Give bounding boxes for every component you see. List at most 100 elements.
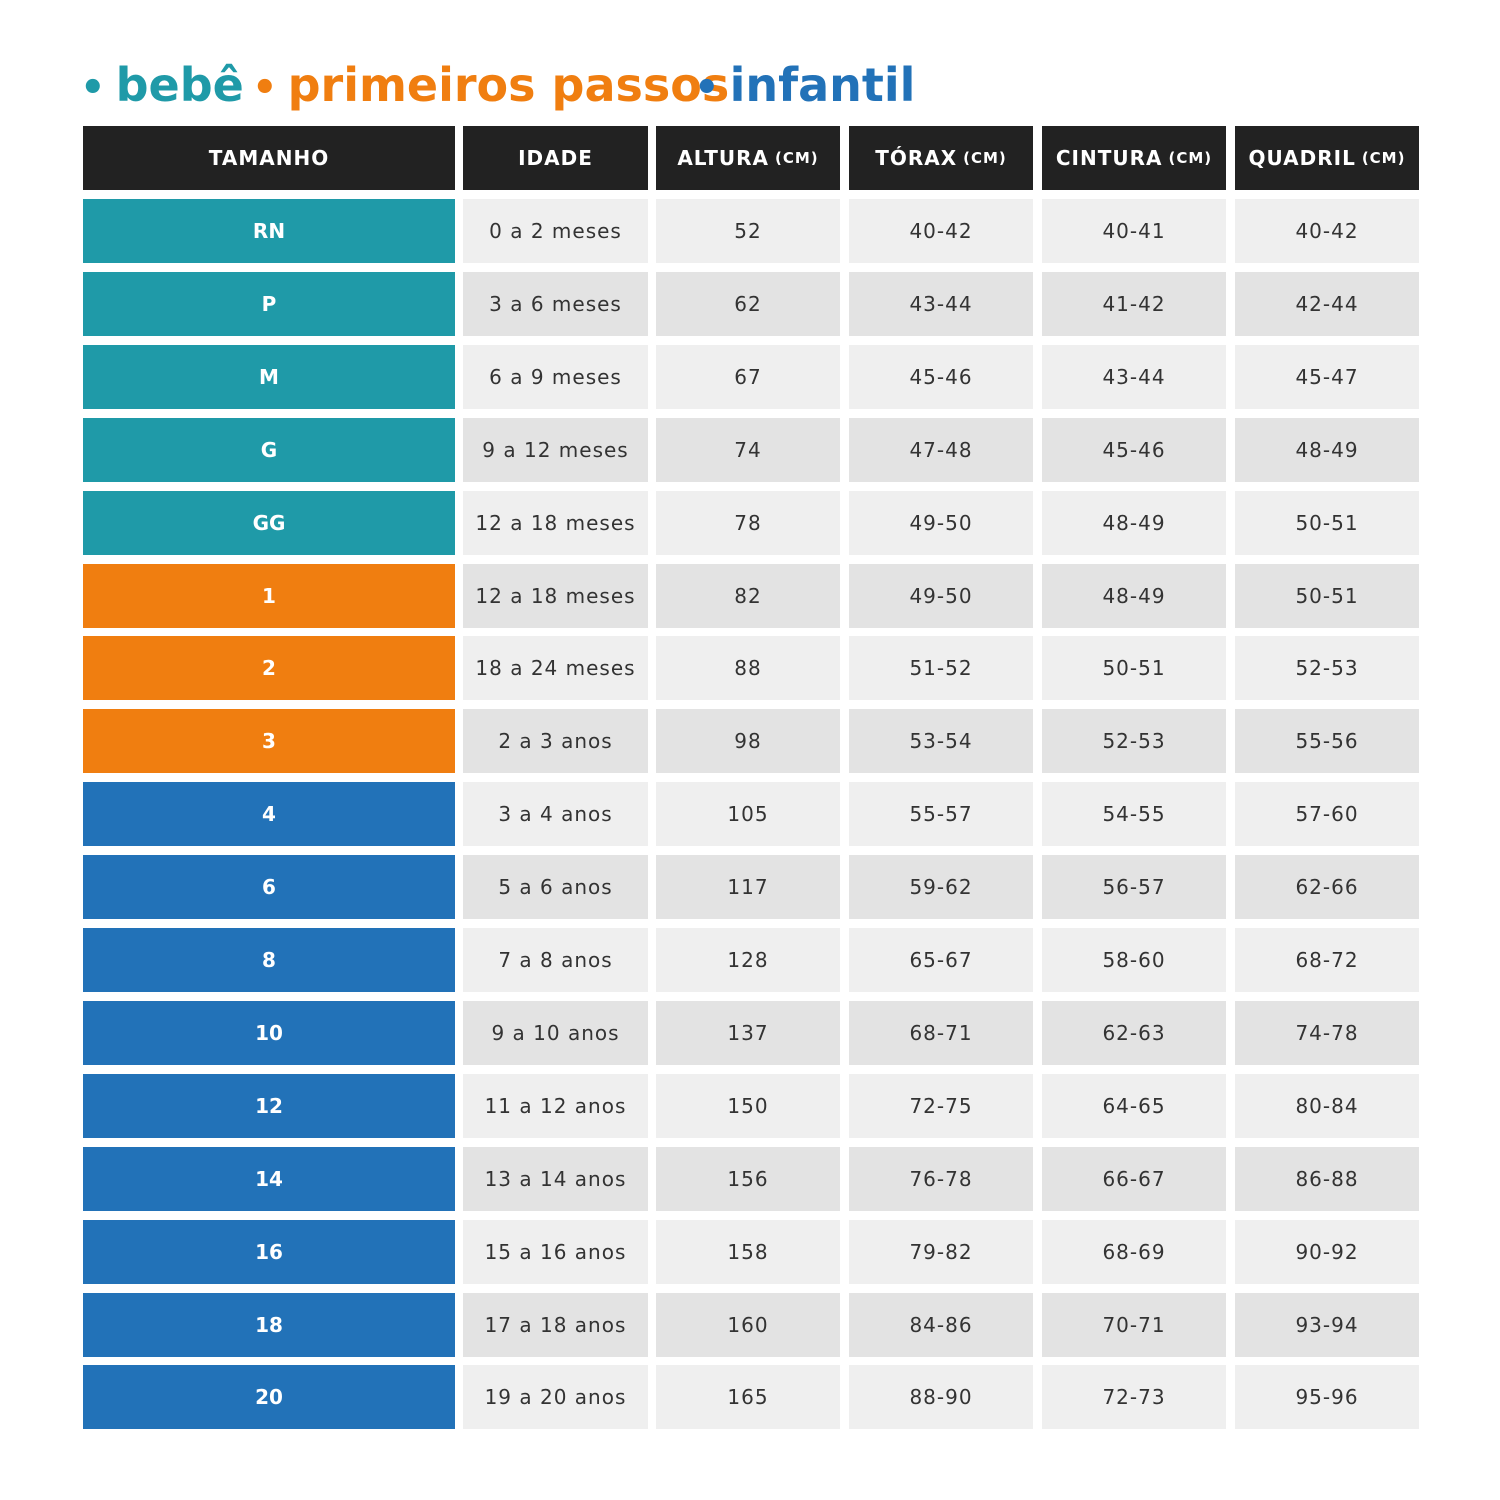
value-cell: 2 a 3 anos (463, 709, 648, 774)
value-cell: 56-57 (1042, 855, 1226, 920)
value-cell: 150 (656, 1073, 840, 1138)
value-cell: 158 (656, 1219, 840, 1284)
header-cell: TÓRAX (CM) (849, 126, 1033, 190)
header-cell: TAMANHO (83, 126, 455, 190)
value-cell: 68-71 (849, 1000, 1033, 1065)
value-cell: 90-92 (1235, 1219, 1419, 1284)
legend-label: primeiros passos (287, 58, 730, 112)
legend-label: bebê (115, 58, 244, 112)
legend-bullet: • (80, 65, 106, 111)
value-cell: 70-71 (1042, 1292, 1226, 1357)
value-cell: 88 (656, 636, 840, 701)
value-cell: 40-42 (1235, 199, 1419, 263)
value-cell: 128 (656, 928, 840, 992)
size-cell: 3 (83, 709, 455, 774)
legend-label: infantil (729, 58, 916, 112)
value-cell: 79-82 (849, 1219, 1033, 1284)
value-cell: 65-67 (849, 928, 1033, 992)
header-text: QUADRIL (1248, 146, 1356, 170)
value-cell: 88-90 (849, 1365, 1033, 1430)
value-cell: 7 a 8 anos (463, 928, 648, 992)
header-text: ALTURA (677, 146, 770, 170)
size-cell: 4 (83, 782, 455, 847)
legend-item: • bebê (80, 58, 244, 112)
value-cell: 52-53 (1235, 636, 1419, 701)
value-cell: 48-49 (1235, 417, 1419, 482)
value-cell: 40-41 (1042, 199, 1226, 263)
value-cell: 72-75 (849, 1073, 1033, 1138)
size-cell: P (83, 271, 455, 336)
value-cell: 66-67 (1042, 1146, 1226, 1211)
value-cell: 84-86 (849, 1292, 1033, 1357)
value-cell: 52-53 (1042, 709, 1226, 774)
size-cell: 14 (83, 1146, 455, 1211)
size-cell: GG (83, 490, 455, 555)
header-text: TÓRAX (875, 146, 958, 170)
value-cell: 64-65 (1042, 1073, 1226, 1138)
value-cell: 53-54 (849, 709, 1033, 774)
value-cell: 12 a 18 meses (463, 490, 648, 555)
value-cell: 47-48 (849, 417, 1033, 482)
value-cell: 5 a 6 anos (463, 855, 648, 920)
value-cell: 11 a 12 anos (463, 1073, 648, 1138)
header-cell: CINTURA (CM) (1042, 126, 1226, 190)
legend-bullet: • (694, 65, 720, 111)
size-cell: G (83, 417, 455, 482)
value-cell: 62-66 (1235, 855, 1419, 920)
header-cell: IDADE (463, 126, 648, 190)
value-cell: 105 (656, 782, 840, 847)
legend-item: • infantil (694, 58, 915, 112)
value-cell: 45-46 (1042, 417, 1226, 482)
value-cell: 62 (656, 271, 840, 336)
value-cell: 51-52 (849, 636, 1033, 701)
value-cell: 40-42 (849, 199, 1033, 263)
value-cell: 62-63 (1042, 1000, 1226, 1065)
value-cell: 80-84 (1235, 1073, 1419, 1138)
value-cell: 59-62 (849, 855, 1033, 920)
size-cell: 16 (83, 1219, 455, 1284)
value-cell: 9 a 10 anos (463, 1000, 648, 1065)
value-cell: 15 a 16 anos (463, 1219, 648, 1284)
value-cell: 9 a 12 meses (463, 417, 648, 482)
value-cell: 48-49 (1042, 563, 1226, 628)
header-text: TAMANHO (208, 146, 330, 170)
header-text: IDADE (518, 146, 593, 170)
value-cell: 68-69 (1042, 1219, 1226, 1284)
value-cell: 74-78 (1235, 1000, 1419, 1065)
value-cell: 6 a 9 meses (463, 344, 648, 409)
value-cell: 156 (656, 1146, 840, 1211)
header-text: CINTURA (1055, 146, 1163, 170)
size-cell: RN (83, 199, 455, 263)
value-cell: 76-78 (849, 1146, 1033, 1211)
size-cell: 18 (83, 1292, 455, 1357)
size-cell: 20 (83, 1365, 455, 1430)
value-cell: 49-50 (849, 490, 1033, 555)
value-cell: 165 (656, 1365, 840, 1430)
value-cell: 50-51 (1235, 563, 1419, 628)
header-unit: (CM) (775, 149, 819, 167)
value-cell: 49-50 (849, 563, 1033, 628)
value-cell: 12 a 18 meses (463, 563, 648, 628)
value-cell: 57-60 (1235, 782, 1419, 847)
value-cell: 18 a 24 meses (463, 636, 648, 701)
value-cell: 17 a 18 anos (463, 1292, 648, 1357)
value-cell: 42-44 (1235, 271, 1419, 336)
value-cell: 0 a 2 meses (463, 199, 648, 263)
value-cell: 52 (656, 199, 840, 263)
value-cell: 137 (656, 1000, 840, 1065)
size-cell: 12 (83, 1073, 455, 1138)
value-cell: 82 (656, 563, 840, 628)
value-cell: 43-44 (849, 271, 1033, 336)
value-cell: 55-56 (1235, 709, 1419, 774)
value-cell: 13 a 14 anos (463, 1146, 648, 1211)
value-cell: 55-57 (849, 782, 1033, 847)
value-cell: 98 (656, 709, 840, 774)
value-cell: 54-55 (1042, 782, 1226, 847)
header-unit: (CM) (1361, 149, 1406, 167)
value-cell: 86-88 (1235, 1146, 1419, 1211)
value-cell: 68-72 (1235, 928, 1419, 992)
header-unit: (CM) (963, 149, 1007, 167)
value-cell: 45-46 (849, 344, 1033, 409)
legend-item: • primeiros passos (252, 58, 729, 112)
value-cell: 117 (656, 855, 840, 920)
